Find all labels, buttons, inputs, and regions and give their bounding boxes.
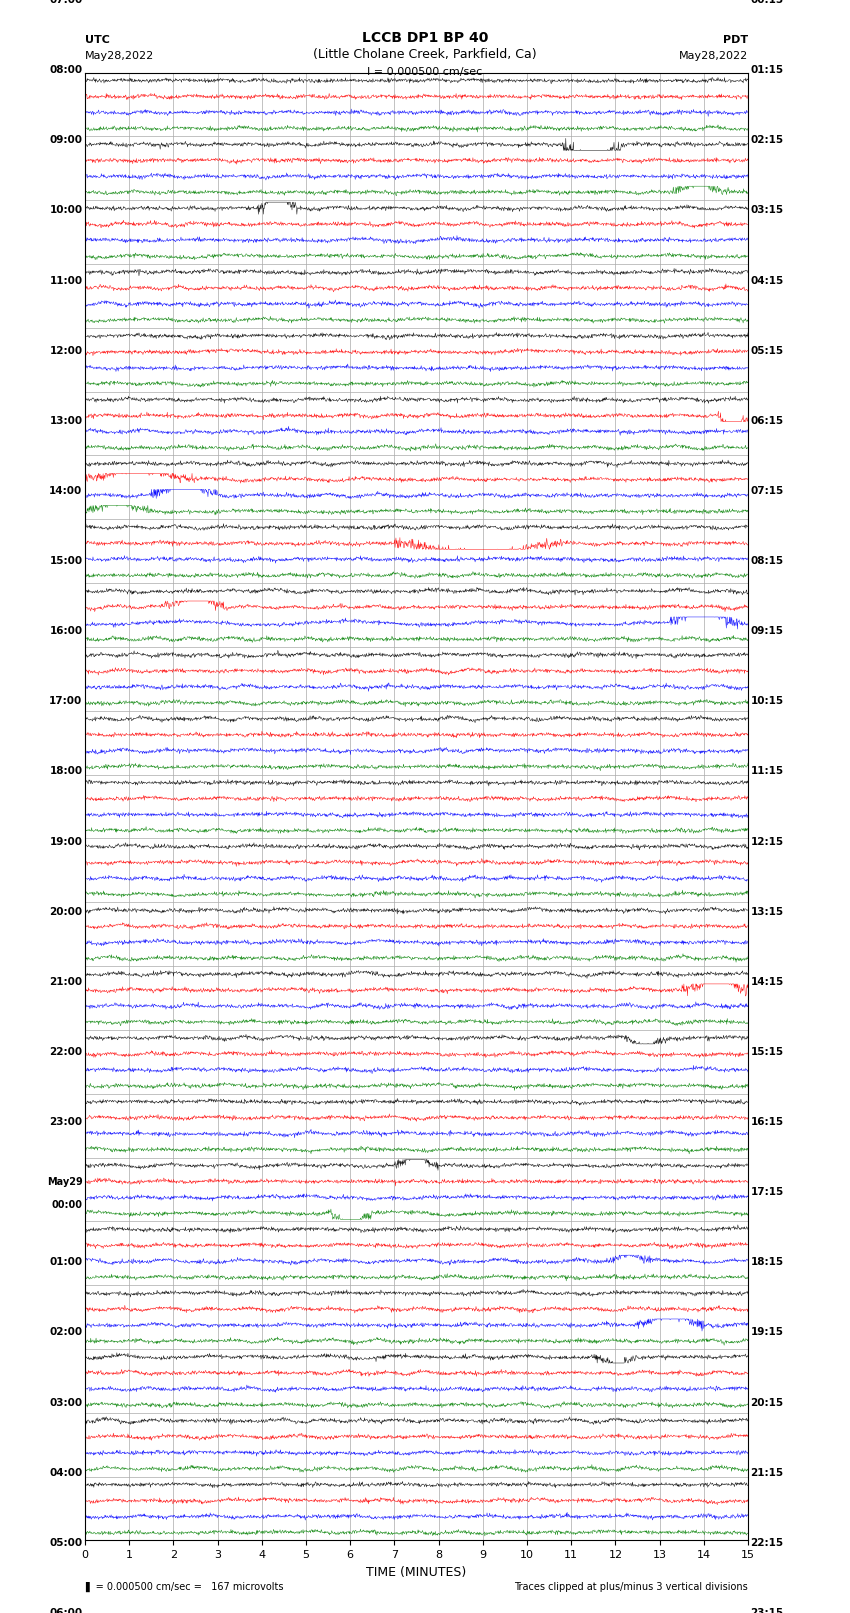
Text: 05:00: 05:00 [49, 1537, 82, 1548]
Text: 13:00: 13:00 [49, 416, 82, 426]
Text: 11:00: 11:00 [49, 276, 82, 286]
Text: 07:00: 07:00 [49, 0, 82, 5]
Text: 02:00: 02:00 [49, 1327, 82, 1337]
Text: 01:15: 01:15 [751, 65, 784, 76]
Text: 21:15: 21:15 [751, 1468, 784, 1478]
Text: 10:15: 10:15 [751, 697, 784, 706]
Text: 10:00: 10:00 [49, 205, 82, 216]
Text: 02:15: 02:15 [751, 135, 784, 145]
Text: 01:00: 01:00 [49, 1258, 82, 1268]
Text: 06:00: 06:00 [49, 1608, 82, 1613]
Text: PDT: PDT [722, 35, 748, 45]
Text: 06:15: 06:15 [751, 416, 784, 426]
Text: 13:15: 13:15 [751, 907, 784, 916]
Text: 07:15: 07:15 [751, 486, 784, 495]
Text: 15:00: 15:00 [49, 556, 82, 566]
Text: 08:15: 08:15 [751, 556, 784, 566]
Text: 05:15: 05:15 [751, 345, 784, 355]
Text: (Little Cholane Creek, Parkfield, Ca): (Little Cholane Creek, Parkfield, Ca) [313, 48, 537, 61]
Text: 00:00: 00:00 [52, 1200, 82, 1210]
Text: 20:00: 20:00 [49, 907, 82, 916]
Text: 00:15: 00:15 [751, 0, 784, 5]
Text: 15:15: 15:15 [751, 1047, 784, 1057]
Text: 03:15: 03:15 [751, 205, 784, 216]
Text: 16:00: 16:00 [49, 626, 82, 636]
Text: ▌ = 0.000500 cm/sec =   167 microvolts: ▌ = 0.000500 cm/sec = 167 microvolts [85, 1582, 284, 1592]
Text: 16:15: 16:15 [751, 1118, 784, 1127]
Text: 09:00: 09:00 [49, 135, 82, 145]
Text: 14:00: 14:00 [49, 486, 82, 495]
Text: 22:00: 22:00 [49, 1047, 82, 1057]
Text: 03:00: 03:00 [49, 1397, 82, 1408]
Text: 04:15: 04:15 [751, 276, 784, 286]
Text: LCCB DP1 BP 40: LCCB DP1 BP 40 [362, 31, 488, 45]
Text: 18:15: 18:15 [751, 1258, 784, 1268]
Text: May28,2022: May28,2022 [679, 52, 748, 61]
X-axis label: TIME (MINUTES): TIME (MINUTES) [366, 1566, 467, 1579]
Text: 19:15: 19:15 [751, 1327, 784, 1337]
Text: May29: May29 [47, 1177, 82, 1187]
Text: I = 0.000500 cm/sec: I = 0.000500 cm/sec [367, 68, 483, 77]
Text: 12:00: 12:00 [49, 345, 82, 355]
Text: 23:00: 23:00 [49, 1118, 82, 1127]
Text: UTC: UTC [85, 35, 110, 45]
Text: 22:15: 22:15 [751, 1537, 784, 1548]
Text: 21:00: 21:00 [49, 977, 82, 987]
Text: 19:00: 19:00 [49, 837, 82, 847]
Text: 09:15: 09:15 [751, 626, 784, 636]
Text: 20:15: 20:15 [751, 1397, 784, 1408]
Text: 23:15: 23:15 [751, 1608, 784, 1613]
Text: 17:15: 17:15 [751, 1187, 784, 1197]
Text: May28,2022: May28,2022 [85, 52, 154, 61]
Text: Traces clipped at plus/minus 3 vertical divisions: Traces clipped at plus/minus 3 vertical … [514, 1582, 748, 1592]
Text: 04:00: 04:00 [49, 1468, 82, 1478]
Text: 17:00: 17:00 [49, 697, 82, 706]
Text: 12:15: 12:15 [751, 837, 784, 847]
Text: 08:00: 08:00 [49, 65, 82, 76]
Text: 14:15: 14:15 [751, 977, 784, 987]
Text: 11:15: 11:15 [751, 766, 784, 776]
Text: 18:00: 18:00 [49, 766, 82, 776]
